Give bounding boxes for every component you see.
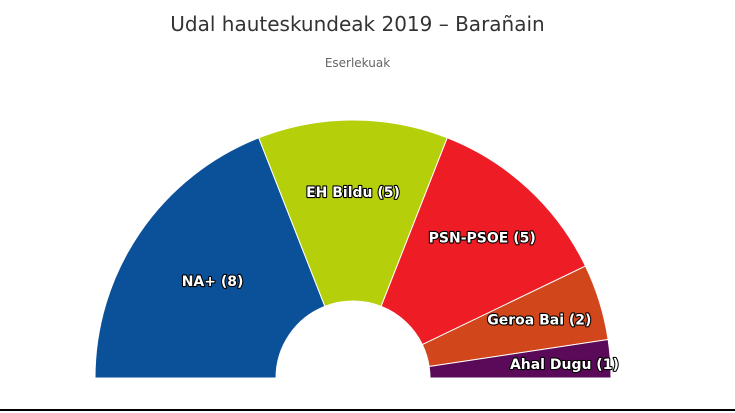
slice-label-na: NA+ (8) bbox=[182, 274, 244, 290]
slice-label-ahal-dugu: Ahal Dugu (1) bbox=[510, 357, 619, 373]
bottom-border bbox=[0, 409, 735, 411]
chart-subtitle: Eserlekuak bbox=[324, 56, 391, 70]
slice-psn-psoe[interactable] bbox=[380, 137, 587, 346]
slice-label-eh-bildu: EH Bildu (5) bbox=[306, 185, 400, 201]
chart-title: Udal hauteskundeak 2019 – Barañain bbox=[170, 12, 545, 36]
slice-ahal-dugu[interactable] bbox=[428, 338, 612, 379]
slice-na[interactable] bbox=[94, 137, 326, 379]
slice-label-geroa-bai: Geroa Bai (2) bbox=[487, 313, 591, 329]
slice-label-psn-psoe: PSN-PSOE (5) bbox=[429, 231, 536, 247]
slice-eh-bildu[interactable] bbox=[258, 119, 448, 307]
